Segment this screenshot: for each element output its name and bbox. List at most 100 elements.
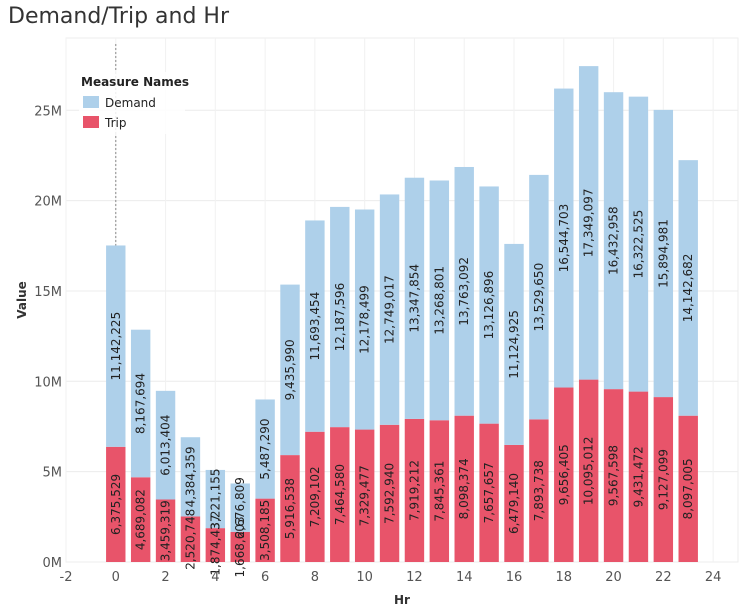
trip-value-label: 7,209,102 [308, 466, 322, 527]
demand-value-label: 13,529,650 [532, 263, 546, 332]
trip-value-label: 9,656,405 [557, 444, 571, 505]
demand-value-label: 12,749,017 [383, 275, 397, 344]
demand-bar[interactable] [628, 96, 649, 392]
y-tick-label: 20M [34, 195, 62, 210]
trip-bar[interactable] [230, 531, 250, 562]
trip-bar[interactable] [429, 420, 450, 562]
demand-bar[interactable] [429, 180, 450, 421]
demand-value-label: 12,178,499 [358, 285, 372, 354]
trip-bar[interactable] [678, 415, 698, 562]
trip-bar[interactable] [554, 387, 574, 562]
demand-bar[interactable] [205, 469, 226, 529]
trip-bar[interactable] [106, 446, 126, 562]
x-tick-label: 18 [556, 570, 573, 585]
trip-value-label: 3,508,185 [258, 500, 272, 561]
demand-bar[interactable] [106, 245, 126, 447]
demand-value-label: 11,142,225 [109, 312, 123, 381]
trip-bar[interactable] [354, 429, 375, 562]
trip-value-label: 4,689,082 [134, 489, 148, 550]
demand-value-label: 4,384,359 [183, 446, 197, 507]
bar-labels: 6,375,529 11,142,225 4,689,082 8,167,694 3,4… [109, 188, 695, 577]
demand-value-label: 13,347,854 [407, 264, 421, 333]
trip-value-label: 7,329,477 [358, 465, 372, 526]
demand-bar[interactable] [354, 209, 375, 430]
trip-bar[interactable] [603, 389, 624, 562]
demand-value-label: 16,322,525 [631, 210, 645, 279]
trip-value-label: 1,874,437 [208, 515, 222, 576]
trip-bar[interactable] [454, 415, 474, 562]
demand-bar[interactable] [529, 174, 549, 420]
demand-bar[interactable] [653, 109, 674, 398]
trip-bar[interactable] [180, 516, 201, 562]
x-tick-label: 16 [506, 570, 523, 585]
demand-value-label: 16,432,958 [607, 206, 621, 275]
trip-bar[interactable] [479, 423, 499, 562]
x-tick-label: 2 [161, 570, 169, 585]
demand-value-label: 13,763,092 [457, 257, 471, 326]
trip-bar[interactable] [155, 499, 176, 562]
demand-bar[interactable] [379, 194, 400, 425]
demand-bar[interactable] [678, 160, 698, 416]
trip-value-label: 1,668,603 [233, 516, 247, 577]
x-tick-label: 6 [261, 570, 269, 585]
demand-bar[interactable] [130, 329, 151, 478]
demand-value-label: 13,126,896 [482, 271, 496, 340]
trip-bar[interactable] [280, 455, 300, 562]
trip-value-label: 8,098,374 [457, 458, 471, 519]
legend-swatch[interactable] [83, 96, 99, 108]
demand-value-label: 11,124,925 [507, 310, 521, 379]
trip-bar[interactable] [504, 444, 524, 562]
demand-bar[interactable] [578, 66, 599, 380]
x-tick-label: 24 [705, 570, 722, 585]
trip-bar[interactable] [130, 477, 151, 562]
demand-value-label: 15,894,981 [656, 219, 670, 288]
demand-bar[interactable] [180, 437, 201, 517]
demand-value-label: 13,268,801 [432, 266, 446, 335]
legend-swatch[interactable] [83, 116, 99, 128]
demand-bar[interactable] [454, 166, 474, 416]
trip-value-label: 7,592,940 [383, 463, 397, 524]
legend-label[interactable]: Demand [105, 96, 156, 110]
x-tick-label: -2 [60, 570, 73, 585]
demand-bar[interactable] [404, 177, 425, 419]
x-axis-title: Hr [394, 593, 410, 607]
demand-value-label: 14,142,682 [681, 254, 695, 323]
trip-bar[interactable] [404, 418, 425, 562]
bars [106, 66, 698, 562]
trip-value-label: 6,479,140 [507, 473, 521, 534]
trip-bar[interactable] [653, 397, 674, 562]
trip-bar[interactable] [305, 431, 325, 562]
trip-bar[interactable] [330, 427, 350, 562]
demand-bar[interactable] [230, 483, 250, 532]
legend[interactable]: Measure Names Demand Trip [79, 72, 189, 134]
x-tick-label: 20 [605, 570, 622, 585]
demand-bar[interactable] [330, 206, 350, 428]
demand-value-label: 17,349,097 [582, 188, 596, 257]
demand-value-label: 3,221,155 [208, 468, 222, 529]
trip-value-label: 3,459,319 [159, 500, 173, 561]
demand-bar[interactable] [305, 220, 325, 432]
demand-bar[interactable] [479, 186, 499, 424]
demand-bar[interactable] [603, 92, 624, 390]
y-tick-label: 25M [34, 104, 62, 119]
demand-bar[interactable] [255, 399, 275, 499]
legend-label[interactable]: Trip [104, 116, 126, 130]
demand-bar[interactable] [280, 284, 300, 456]
trip-value-label: 9,567,598 [607, 445, 621, 506]
y-axis-title: Value [15, 281, 29, 319]
demand-value-label: 12,187,596 [333, 283, 347, 352]
x-tick-label: 0 [112, 570, 120, 585]
demand-bar[interactable] [155, 390, 176, 500]
trip-bar[interactable] [255, 498, 275, 562]
trip-bar[interactable] [578, 379, 599, 562]
x-tick-label: 22 [655, 570, 672, 585]
trip-bar[interactable] [529, 419, 549, 562]
trip-bar[interactable] [628, 391, 649, 562]
trip-bar[interactable] [205, 528, 226, 562]
x-tick-label: 8 [311, 570, 319, 585]
demand-bar[interactable] [504, 243, 524, 445]
demand-bar[interactable] [554, 88, 574, 388]
demand-value-label: 11,693,454 [308, 292, 322, 361]
trip-bar[interactable] [379, 424, 400, 562]
